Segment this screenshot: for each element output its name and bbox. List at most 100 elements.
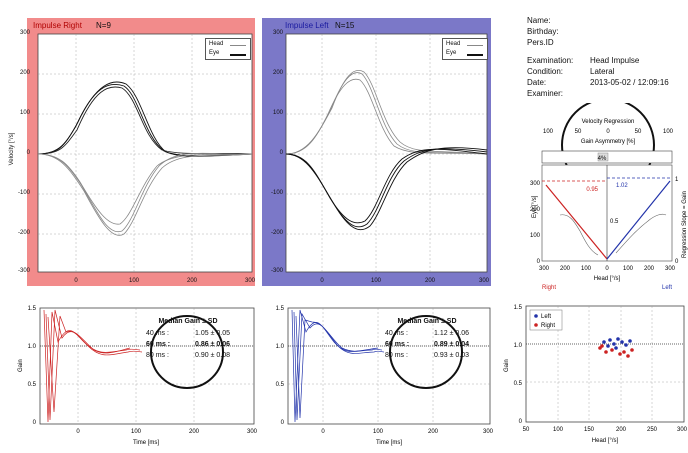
- scatter-legend: [529, 309, 563, 331]
- ytick: 300: [20, 30, 31, 36]
- median-right-title: Median Gain ± SD: [158, 318, 218, 325]
- median-left-title: Median Gain ± SD: [397, 318, 457, 325]
- svg-text:0.5: 0.5: [28, 382, 37, 388]
- svg-text:1: 1: [675, 177, 679, 183]
- svg-text:0: 0: [320, 278, 324, 284]
- right-label: Right: [542, 285, 556, 291]
- gain-scatter-plot: Gain 1.5 1.0 0.5 0 Left Right 50 100 150…: [504, 305, 688, 444]
- median-right-row-60: 60 ms :0.86 ± 0.06: [146, 341, 230, 348]
- svg-text:100: 100: [623, 266, 634, 272]
- pers-id-label: Pers.ID: [527, 38, 554, 47]
- svg-text:1.0: 1.0: [276, 344, 285, 350]
- impulse-left-count: N=15: [335, 21, 355, 30]
- svg-text:200: 200: [560, 266, 571, 272]
- scatter-ylabel: Gain: [504, 359, 510, 372]
- svg-text:0: 0: [321, 429, 325, 435]
- scatter-legend-left: Left: [541, 314, 551, 320]
- velocity-right-yticks: 300 200 100 0 -100 -200 -300: [18, 30, 31, 274]
- examination-label: Examination:: [527, 56, 574, 65]
- legend-left: Head Eye: [442, 38, 488, 60]
- svg-text:100: 100: [131, 429, 142, 435]
- svg-text:100: 100: [553, 427, 564, 433]
- scatter-left-points: [602, 337, 632, 350]
- svg-text:0: 0: [281, 420, 285, 426]
- legend-eye-label: Eye: [209, 50, 220, 56]
- svg-text:0: 0: [76, 429, 80, 435]
- svg-text:300: 300: [245, 278, 256, 284]
- svg-text:100: 100: [663, 129, 674, 135]
- svg-text:0.5: 0.5: [514, 381, 523, 387]
- ytick: -300: [18, 268, 31, 274]
- svg-text:0: 0: [605, 266, 609, 272]
- median-left-row-80: 80 ms :0.93 ± 0.03: [385, 352, 469, 359]
- ytick: 0: [27, 150, 31, 156]
- scatter-legend-right: Right: [541, 323, 555, 329]
- median-left-row-60: 60 ms :0.89 ± 0.04: [385, 341, 469, 348]
- svg-text:50: 50: [635, 129, 642, 135]
- ytick: 200: [20, 70, 31, 76]
- svg-text:100: 100: [530, 233, 541, 239]
- svg-text:300: 300: [539, 266, 550, 272]
- svg-text:50: 50: [575, 129, 582, 135]
- median-left-row-40: 40 ms :1.12 ± 0.06: [385, 330, 469, 337]
- svg-text:0.5: 0.5: [276, 382, 285, 388]
- velocity-regression-plot: Velocity Regression Gain Asymmetry [%] 1…: [530, 103, 688, 291]
- scatter-xlabel: Head [°/s]: [592, 438, 619, 444]
- asym-fill: [597, 152, 609, 162]
- velocity-axis-label-wrap: Velocity [°/s]: [2, 96, 15, 206]
- svg-text:150: 150: [584, 427, 595, 433]
- svg-text:0: 0: [606, 129, 610, 135]
- regression-title: Velocity Regression: [582, 119, 635, 125]
- impulse-left-title: Impulse Left: [285, 21, 329, 30]
- svg-text:100: 100: [371, 278, 382, 284]
- velocity-right-plot: 300 200 100 0 -100 -200 -300 0 100 200 3…: [18, 30, 256, 284]
- svg-text:300: 300: [247, 429, 258, 435]
- svg-text:200: 200: [425, 278, 436, 284]
- scatter-right-points: [598, 344, 634, 358]
- svg-text:-200: -200: [271, 230, 284, 236]
- condition-label: Condition:: [527, 67, 564, 76]
- gain-right-traces: [43, 309, 143, 423]
- legend-right: Head Eye: [205, 38, 251, 60]
- legend-eye-line: [230, 54, 246, 56]
- legend-head-label: Head: [209, 41, 224, 47]
- median-left-circle: [389, 315, 463, 389]
- head-axis-label: Head [°/s]: [594, 276, 621, 282]
- svg-text:300: 300: [483, 429, 494, 435]
- left-label: Left: [662, 285, 672, 291]
- svg-text:1.5: 1.5: [276, 306, 285, 312]
- svg-text:0: 0: [74, 278, 78, 284]
- median-right-row-80: 80 ms :0.90 ± 0.08: [146, 352, 230, 359]
- velocity-left-plot: 300 200 100 0 -100 -200 -300 0 100 200 3…: [271, 30, 490, 284]
- svg-text:300: 300: [677, 427, 688, 433]
- svg-text:0: 0: [33, 420, 37, 426]
- time-axis-label: Time [ms]: [133, 440, 159, 446]
- svg-text:200: 200: [644, 266, 655, 272]
- median-right-row-40: 40 ms :1.05 ± 0.05: [146, 330, 230, 337]
- svg-text:50: 50: [523, 427, 530, 433]
- head-xticks: 300 200 100 0 100 200 300: [539, 266, 676, 272]
- gain-left-plot: 1.5 1.0 0.5 0 0 100 200 300 Time [ms]: [276, 306, 494, 446]
- condition-value: Lateral: [590, 67, 615, 76]
- legend-head-line: [230, 45, 246, 46]
- eye-traces: [37, 81, 253, 157]
- svg-text:200: 200: [616, 427, 627, 433]
- birthday-label: Birthday:: [527, 27, 559, 36]
- impulse-right-count: N=9: [96, 21, 111, 30]
- legend-head-label: Head: [446, 41, 461, 47]
- svg-text:0: 0: [519, 419, 523, 425]
- svg-text:300: 300: [273, 30, 284, 36]
- slope-mid-tick: 0.5: [610, 219, 619, 225]
- velocity-left-yticks: 300 200 100 0 -100 -200 -300: [271, 30, 284, 274]
- svg-text:1.5: 1.5: [514, 305, 523, 311]
- velocity-right-xticks: 0 100 200 300: [74, 278, 255, 284]
- svg-text:1.5: 1.5: [28, 306, 37, 312]
- asym-ticks: 100 50 0 50 100: [543, 129, 674, 135]
- head-traces: [37, 152, 253, 236]
- examiner-label: Examiner:: [527, 89, 564, 98]
- svg-text:1.0: 1.0: [28, 344, 37, 350]
- svg-text:0: 0: [280, 150, 284, 156]
- median-left-box: Median Gain ± SD 40 ms :1.12 ± 0.06 60 m…: [385, 318, 469, 359]
- svg-text:200: 200: [189, 429, 200, 435]
- svg-text:250: 250: [647, 427, 658, 433]
